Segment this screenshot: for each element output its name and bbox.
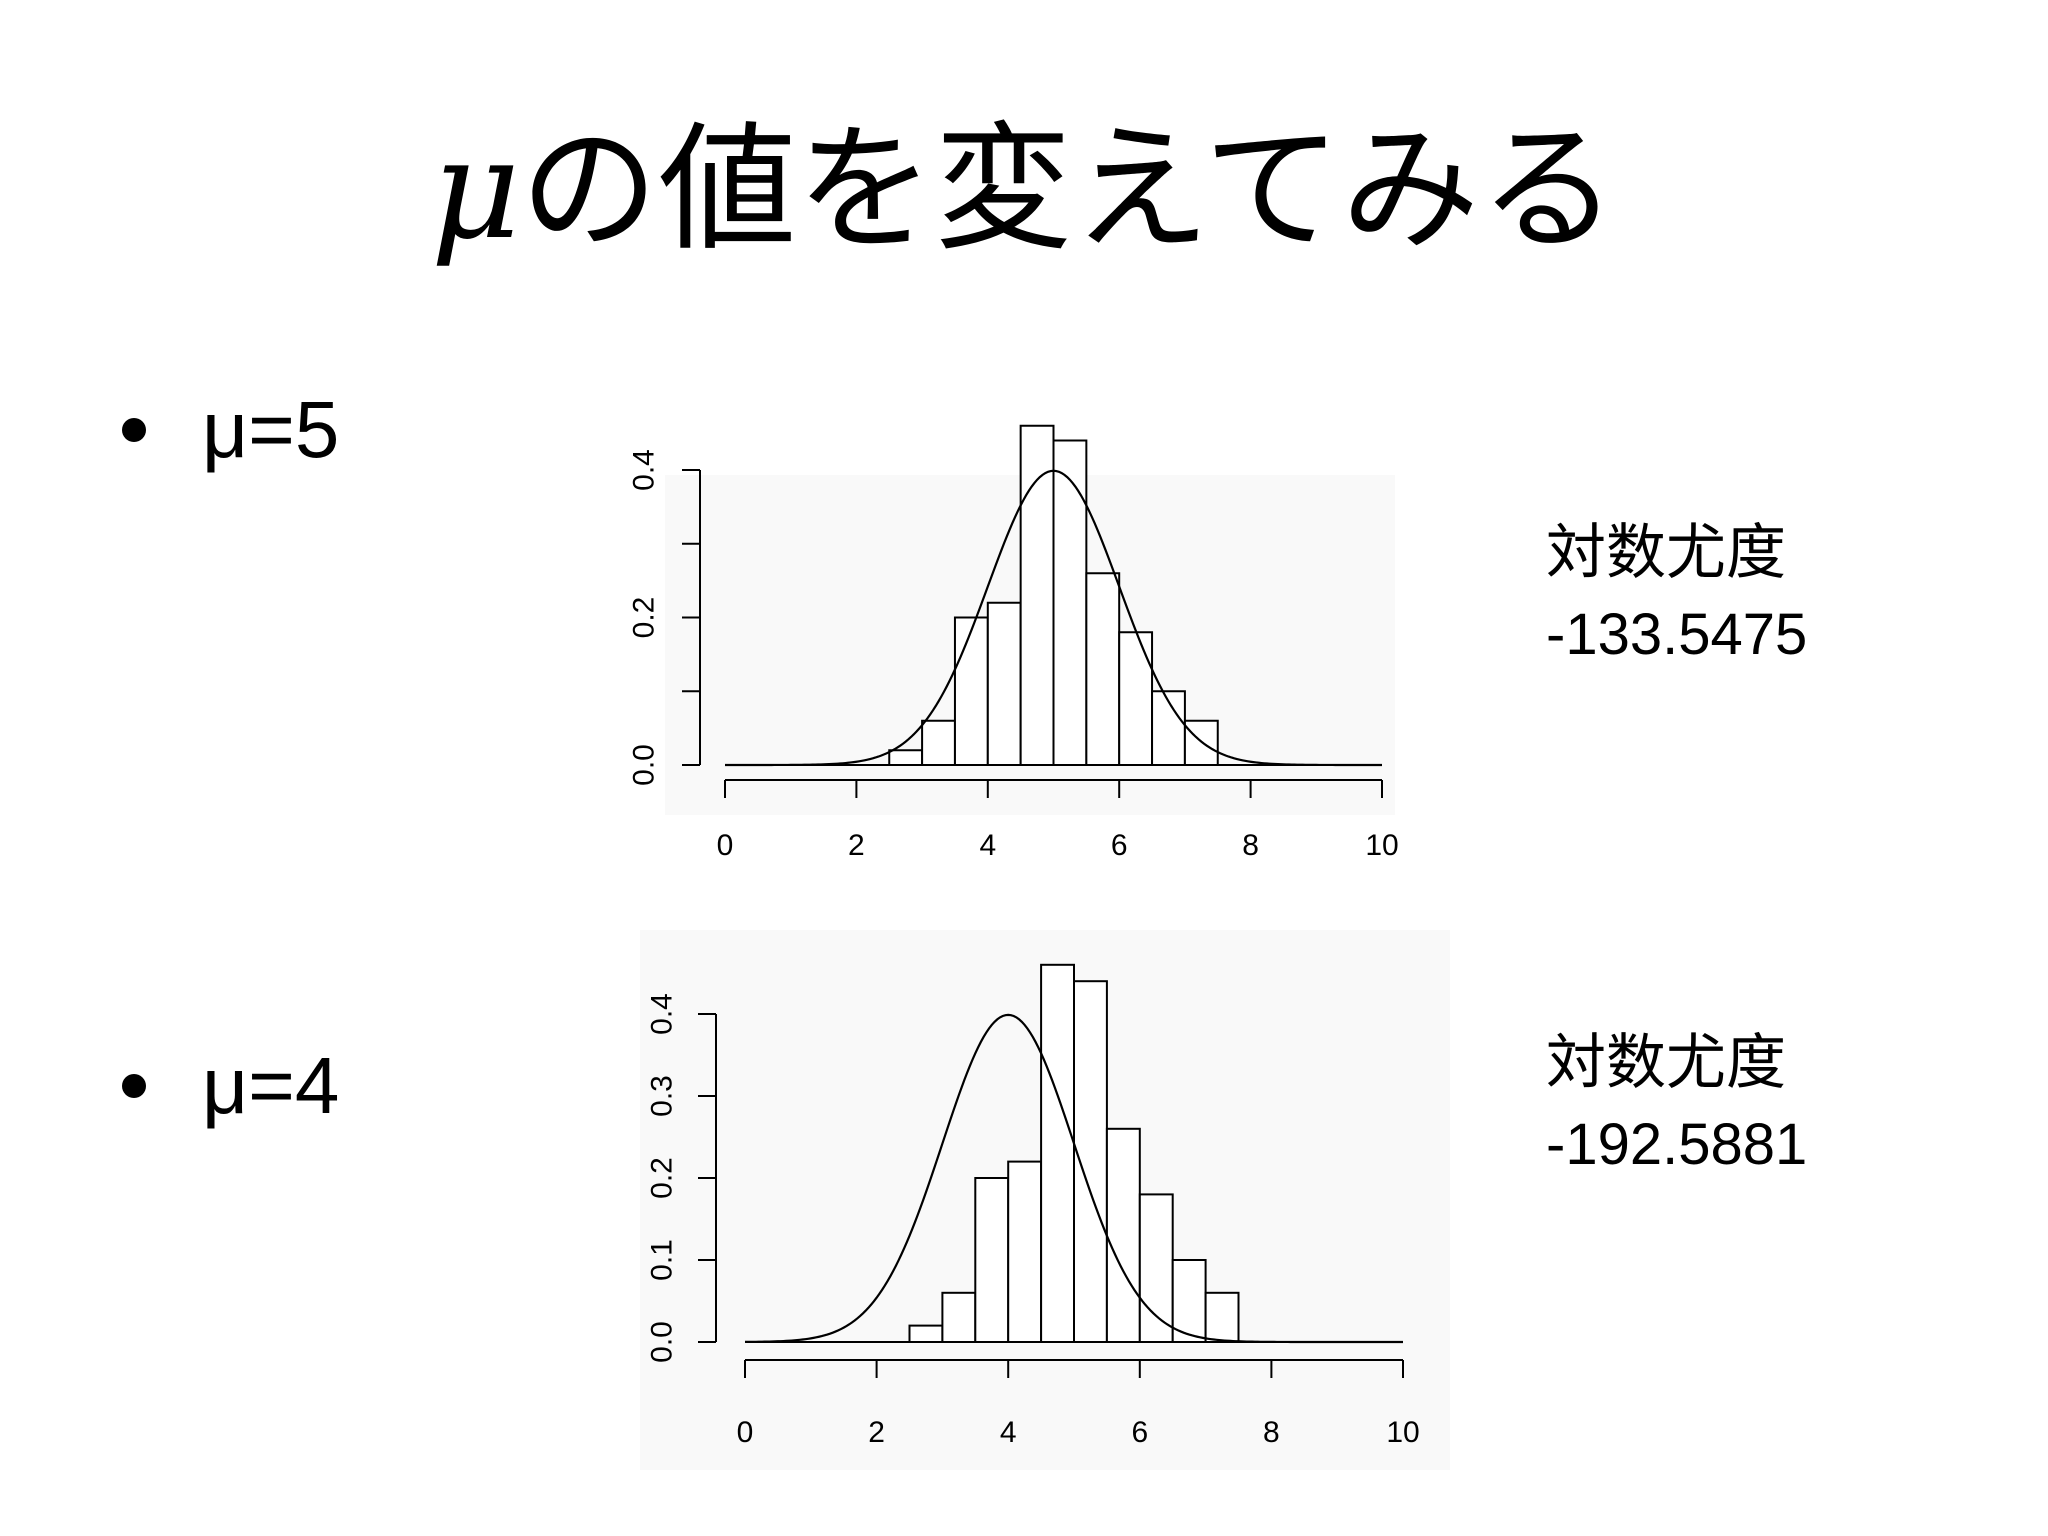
y-tick-label: 0.3 <box>646 1075 679 1117</box>
histogram-bar <box>1085 572 1121 766</box>
histogram-panel-mu-4: 0 2 4 6 8 10 0.0 0.1 0.2 0.3 0.4 <box>610 930 1480 1470</box>
title-text: の値を変えてみる <box>520 109 1618 270</box>
x-tick-label: 0 <box>737 1416 754 1449</box>
histogram-bar <box>1204 1291 1240 1343</box>
y-tick-label: 0.2 <box>646 1157 679 1199</box>
y-tick-label: 0.0 <box>646 1321 679 1363</box>
bullet-label: μ=4 <box>202 1041 340 1130</box>
x-tick-label: 10 <box>1365 829 1398 862</box>
bullet-mu-4: μ=4 <box>122 1036 339 1136</box>
bullet-mu-5: μ=5 <box>122 380 339 480</box>
histogram-bar <box>1138 1193 1174 1343</box>
bullet-label: μ=5 <box>202 385 340 474</box>
x-tick-label: 10 <box>1386 1416 1419 1449</box>
y-tick-label: 0.0 <box>628 744 661 786</box>
x-tick-label: 4 <box>979 829 996 862</box>
loglik-value: -133.5475 <box>1546 602 1808 667</box>
bullet-dot-icon <box>122 418 146 442</box>
x-tick-label: 0 <box>717 829 734 862</box>
y-tick-label: 0.1 <box>646 1239 679 1281</box>
loglik-block-mu-5: 対数尤度 -133.5475 <box>1546 512 1807 676</box>
loglik-heading: 対数尤度 <box>1546 518 1786 588</box>
x-tick-label: 4 <box>1000 1416 1017 1449</box>
loglik-block-mu-4: 対数尤度 -192.5881 <box>1546 1022 1807 1186</box>
histogram-chart-mu-4: 0 2 4 6 8 10 0.0 0.1 0.2 0.3 0.4 <box>640 930 1450 1470</box>
histogram-bar <box>974 1177 1010 1343</box>
histogram-bar <box>986 601 1022 766</box>
y-tick-label: 0.2 <box>628 597 661 639</box>
x-tick-label: 2 <box>868 1416 885 1449</box>
bullet-dot-icon <box>122 1074 146 1098</box>
histogram-bar <box>1019 424 1055 766</box>
x-tick-label: 8 <box>1263 1416 1280 1449</box>
histogram-bar <box>1007 1160 1043 1343</box>
histogram-bar <box>1118 631 1154 766</box>
x-tick-label: 8 <box>1242 829 1259 862</box>
x-tick-label: 6 <box>1131 1416 1148 1449</box>
loglik-value: -192.5881 <box>1546 1112 1808 1177</box>
histogram-panel-mu-5: 0 2 4 6 8 10 0.0 0.2 0.4 <box>610 415 1450 875</box>
density-curve <box>725 469 1382 767</box>
y-tick-label: 0.4 <box>646 993 679 1035</box>
histogram-bar <box>1040 963 1076 1344</box>
x-tick-label: 2 <box>848 829 865 862</box>
histogram-bar <box>941 1291 977 1343</box>
loglik-heading: 対数尤度 <box>1546 1028 1786 1098</box>
histogram-bar <box>1052 439 1088 766</box>
density-curve <box>744 1013 1403 1344</box>
histogram-bar <box>888 749 924 766</box>
histogram-bar <box>921 719 956 766</box>
histogram-bar <box>1171 1259 1207 1343</box>
x-tick-label: 6 <box>1111 829 1128 862</box>
histogram-bar <box>908 1324 944 1344</box>
histogram-bar <box>1105 1127 1141 1343</box>
title-mu-symbol: μ <box>430 109 521 270</box>
histogram-bar <box>1151 690 1186 766</box>
histogram-bar <box>953 616 989 766</box>
histogram-chart-mu-5: 0 2 4 6 8 10 0.0 0.2 0.4 <box>628 424 1399 862</box>
y-tick-label: 0.4 <box>628 449 661 491</box>
slide-title: μの値を変えてみる <box>0 110 2048 270</box>
